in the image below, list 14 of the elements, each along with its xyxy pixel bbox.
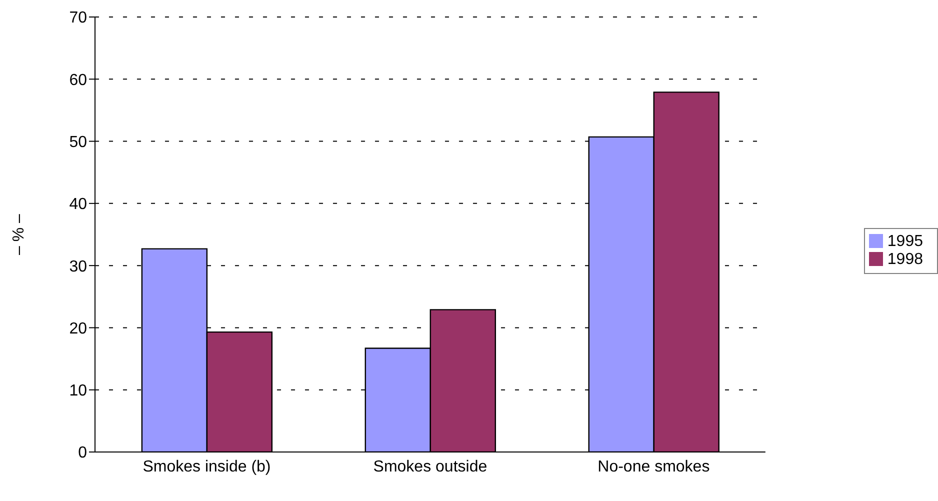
y-axis-title: – % – [10,214,28,255]
x-tick-label: Smokes inside (b) [142,458,271,476]
x-tick-label: Smokes outside [373,458,488,476]
y-tick-label: 50 [69,134,88,151]
y-tick-label: 30 [69,258,88,276]
y-tick-label: 0 [78,444,88,462]
legend-label: 1995 [887,232,923,250]
y-tick-label: 10 [69,382,88,400]
x-tick-label: No-one smokes [598,458,710,476]
y-tick-label: 40 [69,196,88,214]
y-tick-label: 20 [69,320,88,338]
y-tick-label: 70 [69,10,88,27]
y-tick-label: 60 [69,72,88,89]
legend-label: 1998 [887,250,923,268]
